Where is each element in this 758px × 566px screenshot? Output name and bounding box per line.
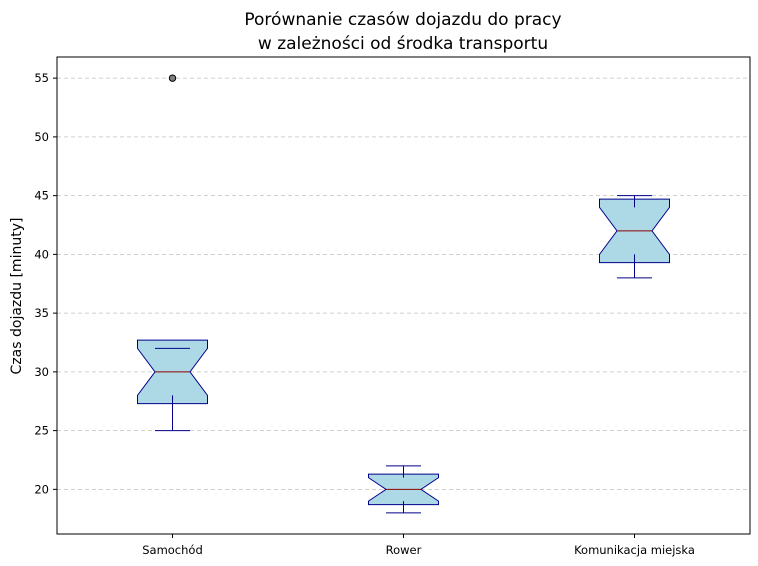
y-tick-label: 40	[34, 247, 49, 261]
y-tick-label: 25	[34, 424, 49, 438]
y-tick-label: 50	[34, 130, 49, 144]
y-axis-label: Czas dojazdu [minuty]	[9, 218, 25, 375]
box-3	[599, 195, 670, 279]
y-tick-label: 55	[34, 71, 49, 85]
plot-frame	[56, 56, 751, 535]
x-axis: Samochód Rower Komunikacja miejska	[142, 534, 695, 557]
y-tick-label: 35	[34, 306, 49, 320]
y-tick-label: 45	[34, 189, 49, 203]
x-tick-label: Samochód	[142, 543, 203, 557]
y-axis: 20 25 30 35 40 45 50 55	[34, 71, 57, 496]
x-tick-label: Komunikacja miejska	[574, 543, 695, 557]
box-1	[137, 74, 208, 432]
box-2	[368, 465, 439, 514]
x-tick-label: Rower	[386, 543, 422, 557]
outlier-point	[168, 74, 177, 82]
box-series	[137, 74, 670, 514]
y-tick-label: 20	[34, 482, 49, 496]
chart-title-line-1: Porównanie czasów dojazdu do pracy	[244, 10, 561, 30]
grid-lines	[57, 77, 750, 490]
y-tick-label: 30	[34, 365, 49, 379]
chart-title-line-2: w zależności od środka transportu	[258, 34, 548, 54]
